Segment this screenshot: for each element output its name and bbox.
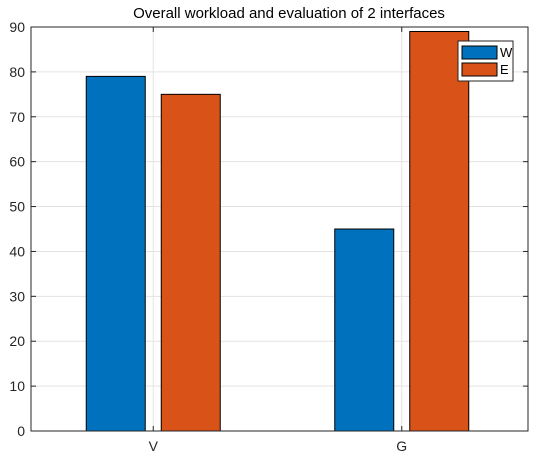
y-tick-label: 0 [17, 423, 25, 439]
bar-W-V [85, 75, 146, 432]
y-tick-label: 90 [9, 19, 25, 35]
bar-W-G [334, 228, 395, 432]
y-tick-label: 60 [9, 154, 25, 170]
legend: WE [457, 40, 514, 82]
legend-label-E: E [500, 62, 509, 77]
y-tick-label: 50 [9, 199, 25, 215]
plot-frame [30, 26, 529, 432]
y-tick-label: 80 [9, 64, 25, 80]
x-tick-label: V [149, 438, 159, 454]
bar-E-G [409, 30, 470, 432]
x-tick-label: G [396, 438, 407, 454]
legend-swatch-E [461, 62, 498, 77]
y-tick-label: 30 [9, 288, 25, 304]
y-tick-label: 40 [9, 243, 25, 259]
bar-E-V [160, 93, 221, 432]
bars [85, 30, 470, 432]
legend-swatch-W [461, 45, 498, 60]
chart-title: Overall workload and evaluation of 2 int… [133, 5, 445, 22]
y-tick-label: 70 [9, 109, 25, 125]
legend-label-W: W [500, 45, 513, 60]
y-tick-label: 10 [9, 378, 25, 394]
y-axis: 0 10 20 30 40 50 60 70 80 90 [9, 19, 528, 439]
y-tick-label: 20 [9, 333, 25, 349]
